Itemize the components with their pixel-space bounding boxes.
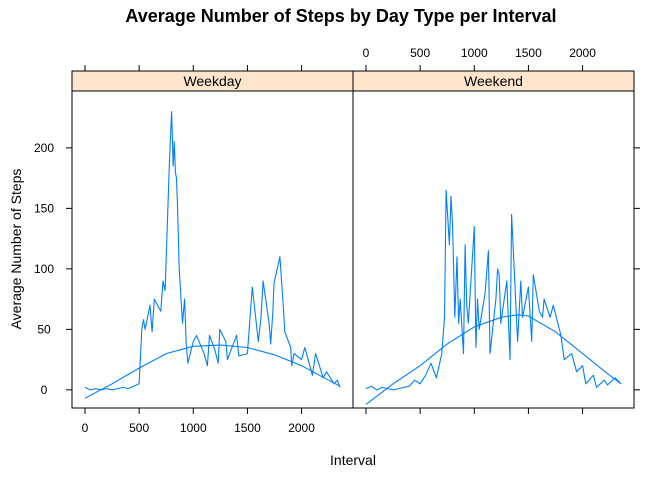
x-tick-label: 1000 bbox=[461, 46, 488, 60]
x-tick-label: 500 bbox=[410, 46, 430, 60]
y-axis-label: Average Number of Steps bbox=[8, 169, 24, 330]
series-line-weekend bbox=[365, 189, 622, 391]
x-tick-label: 500 bbox=[129, 421, 149, 435]
y-tick-label: 0 bbox=[41, 383, 48, 397]
x-tick-label: 1500 bbox=[234, 421, 261, 435]
panel-weekday: Weekday 0 500 1000 1500 2000 bbox=[71, 65, 354, 435]
trend-line-weekend bbox=[365, 314, 622, 405]
x-tick-label: 1000 bbox=[180, 421, 207, 435]
strip-label-weekend: Weekend bbox=[464, 73, 523, 89]
strip-label-weekday: Weekday bbox=[183, 73, 241, 89]
y-tick-label: 50 bbox=[37, 322, 51, 336]
y-tick-label: 200 bbox=[34, 141, 54, 155]
x-axis-label: Interval bbox=[330, 452, 376, 468]
x-tick-label: 2000 bbox=[288, 421, 315, 435]
panel-border-weekday bbox=[71, 90, 354, 409]
y-tick-label: 150 bbox=[34, 201, 54, 215]
panel-weekend: Weekend 0 500 1000 1500 2000 bbox=[352, 46, 635, 414]
panel-border-weekend bbox=[352, 90, 635, 409]
chart-title: Average Number of Steps by Day Type per … bbox=[125, 6, 556, 26]
series-line-weekday bbox=[84, 111, 341, 391]
x-tick-label: 0 bbox=[82, 421, 89, 435]
y-tick-label: 100 bbox=[34, 262, 54, 276]
trend-line-weekday bbox=[84, 344, 341, 399]
x-tick-label: 0 bbox=[363, 46, 370, 60]
x-tick-label: 2000 bbox=[569, 46, 596, 60]
x-tick-label: 1500 bbox=[515, 46, 542, 60]
